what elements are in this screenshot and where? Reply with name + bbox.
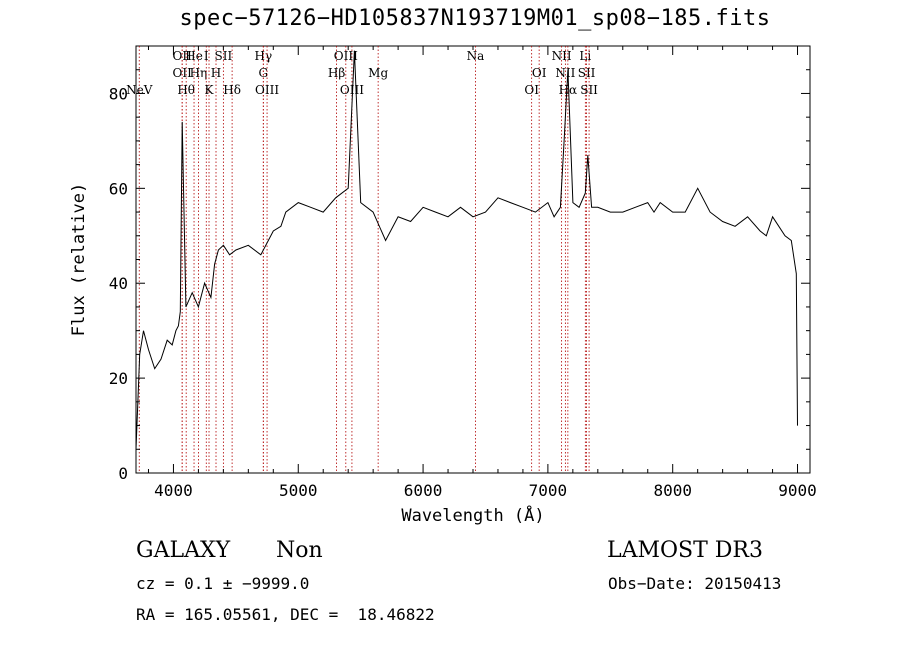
y-tick-label: 60 <box>109 179 128 198</box>
plot-frame <box>135 45 811 474</box>
line-label: OI <box>532 66 547 80</box>
x-tick-label: 7000 <box>529 481 568 500</box>
line-label: OIII <box>340 83 364 97</box>
line-label: Hβ <box>328 66 345 80</box>
line-label: Na <box>467 49 485 63</box>
redshift-label: cz = 0.1 ± −9999.0 <box>136 574 310 593</box>
line-label: K <box>205 83 215 97</box>
y-tick-label: 40 <box>109 274 128 293</box>
line-label: OIII <box>255 83 279 97</box>
y-axis-label: Flux (relative) <box>69 183 89 337</box>
line-label: He <box>185 49 203 63</box>
line-label: Hδ <box>223 83 241 97</box>
y-tick-label: 20 <box>109 369 128 388</box>
object-class: GALAXY <box>136 538 231 563</box>
line-label: Hγ <box>254 49 272 63</box>
x-tick-label: 4000 <box>154 481 193 500</box>
line-label: Li <box>579 49 591 63</box>
line-label: OII <box>173 49 193 63</box>
spectrum-line <box>135 50 798 450</box>
line-label: SII <box>215 49 233 63</box>
line-label: OI <box>524 83 539 97</box>
line-label: SII <box>578 66 596 80</box>
y-tick-label: 80 <box>109 84 128 103</box>
line-label: Hα <box>559 83 578 97</box>
y-tick-label: 0 <box>118 464 128 483</box>
line-label: Mg <box>368 66 388 80</box>
coordinates-label: RA = 165.05561, DEC = 18.46822 <box>136 605 435 624</box>
object-subclass: Non <box>276 538 323 563</box>
x-tick-label: 8000 <box>653 481 692 500</box>
x-axis-label: Wavelength (Å) <box>401 504 544 526</box>
line-label: NII <box>555 66 575 80</box>
line-label: NeV <box>126 83 153 97</box>
line-label: I <box>204 49 209 63</box>
line-label: NII <box>552 49 572 63</box>
obs-date-label: Obs−Date: 20150413 <box>608 574 782 593</box>
line-label: H <box>211 66 221 80</box>
survey-label: LAMOST DR3 <box>607 538 763 563</box>
line-label: OII <box>173 66 193 80</box>
line-label: Hθ <box>177 83 195 97</box>
x-tick-label: 5000 <box>279 481 318 500</box>
line-label: G <box>259 66 269 80</box>
x-tick-label: 6000 <box>404 481 443 500</box>
line-label: OIII <box>334 49 358 63</box>
chart-title: spec−57126−HD105837N193719M01_sp08−185.f… <box>179 6 771 31</box>
x-tick-label: 9000 <box>778 481 817 500</box>
line-label: Hη <box>190 66 208 80</box>
line-label: SII <box>580 83 598 97</box>
